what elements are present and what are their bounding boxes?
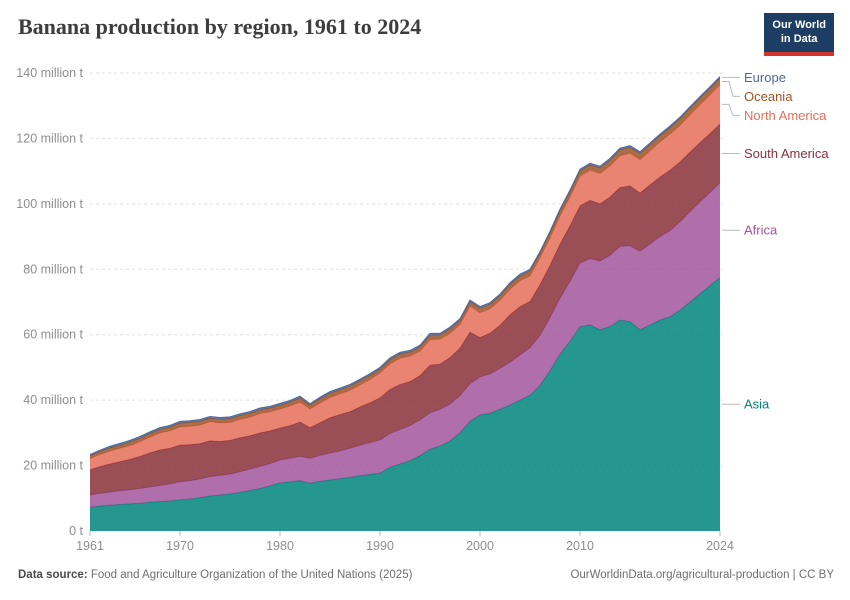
x-axis-tick-label: 2024 [706, 539, 734, 553]
area-asia[interactable] [90, 277, 720, 531]
y-axis-tick-label: 120 million t [16, 131, 83, 145]
x-axis-tick-label: 1970 [166, 539, 194, 553]
owid-logo[interactable]: Our World in Data [764, 13, 834, 56]
legend-label-africa[interactable]: Africa [744, 223, 778, 238]
x-axis-tick-label: 1990 [366, 539, 394, 553]
owid-logo-line2: in Data [780, 32, 818, 45]
owid-logo-line1: Our World [772, 19, 826, 31]
legend-label-europe[interactable]: Europe [744, 70, 786, 85]
legend-label-asia[interactable]: Asia [744, 397, 770, 412]
y-axis-tick-label: 0 t [69, 524, 83, 538]
legend-label-oceania[interactable]: Oceania [744, 89, 793, 104]
y-axis-tick-label: 100 million t [16, 197, 83, 211]
y-axis-tick-label: 140 million t [16, 66, 83, 80]
legend-label-north-america[interactable]: North America [744, 108, 827, 123]
x-axis-tick-label: 1961 [76, 539, 104, 553]
y-axis-tick-label: 80 million t [23, 262, 83, 276]
area-topline-europe [89, 76, 721, 455]
x-axis-tick-label: 1980 [266, 539, 294, 553]
x-axis-tick-label: 2000 [466, 539, 494, 553]
x-axis-tick-label: 2010 [566, 539, 594, 553]
data-source-label: Data source: [18, 569, 88, 581]
legend-connector [722, 81, 740, 97]
chart-footer: Data source: Food and Agriculture Organi… [18, 569, 834, 581]
y-axis-tick-label: 20 million t [23, 459, 83, 473]
data-source-text: Food and Agriculture Organization of the… [87, 569, 413, 581]
chart-title: Banana production by region, 1961 to 202… [18, 14, 422, 39]
chart-area: 0 t 20 million t 40 million t 60 million t 8… [0, 58, 850, 568]
area-africa[interactable] [90, 182, 720, 508]
legend-label-south-america[interactable]: South America [744, 146, 829, 161]
stacked-area-chart-canvas: 0 t 20 million t 40 million t 60 million t 8… [16, 66, 829, 553]
credit-link[interactable]: OurWorldinData.org/agricultural-producti… [570, 569, 834, 581]
legend-connector [722, 103, 740, 116]
y-axis-tick-label: 40 million t [23, 393, 83, 407]
y-axis-tick-label: 60 million t [23, 328, 83, 342]
area-south-america[interactable] [90, 124, 720, 496]
data-source-note: Data source: Food and Agriculture Organi… [18, 569, 412, 581]
